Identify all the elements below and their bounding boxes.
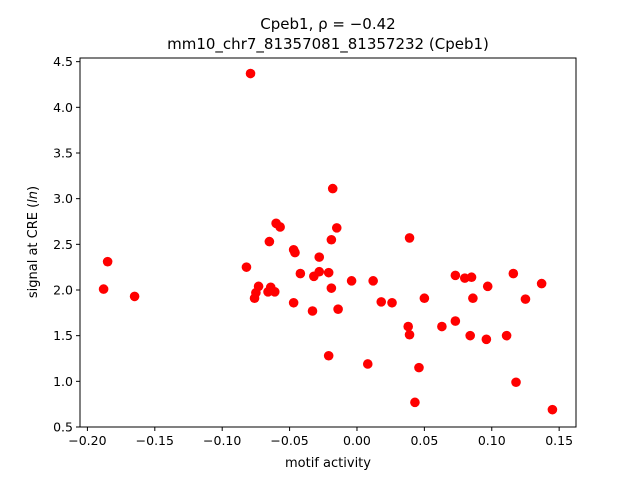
x-axis: −0.20 −0.15 −0.10 −0.05 0.00 0.05 0.10 0.15 <box>68 427 573 448</box>
data-point <box>547 404 558 415</box>
x-tick-label: 0.05 <box>410 433 438 448</box>
data-point <box>314 252 325 262</box>
data-point <box>468 293 478 304</box>
data-point <box>501 330 512 341</box>
data-point <box>368 276 378 286</box>
data-point <box>323 267 334 278</box>
x-tick-label: 0.00 <box>343 433 371 448</box>
y-tick-label: 2.5 <box>53 237 73 252</box>
data-point <box>536 278 547 289</box>
y-axis: 0.5 1.0 1.5 2.0 2.5 3.0 3.5 4.0 4.5 <box>53 54 80 435</box>
data-point <box>450 270 461 281</box>
chart-title-line2: mm10_chr7_81357081_81357232 (Cpeb1) <box>167 35 489 54</box>
x-tick-label: −0.10 <box>203 433 241 448</box>
x-axis-label: motif activity <box>285 456 371 471</box>
data-point <box>323 350 334 361</box>
chart-title-line1: Cpeb1, ρ = −0.42 <box>260 15 395 33</box>
x-tick-label: 0.15 <box>545 433 573 448</box>
y-tick-label: 2.0 <box>53 282 73 297</box>
data-point <box>508 268 519 279</box>
y-tick-label: 4.5 <box>53 54 73 69</box>
data-point <box>482 281 493 292</box>
x-tick-label: −0.05 <box>270 433 308 448</box>
data-point <box>102 256 113 267</box>
data-point <box>241 262 252 272</box>
data-point <box>376 297 387 307</box>
data-point <box>414 362 424 373</box>
y-tick-label: 4.0 <box>53 100 73 115</box>
data-point <box>362 359 373 369</box>
data-point <box>419 293 430 304</box>
data-point <box>520 294 531 304</box>
data-point <box>331 223 342 233</box>
data-point <box>387 297 397 308</box>
data-point <box>314 266 325 277</box>
y-tick-label: 3.5 <box>53 145 73 160</box>
data-point <box>404 329 415 340</box>
data-point <box>245 68 256 79</box>
data-point <box>327 183 338 194</box>
data-point <box>346 276 357 286</box>
data-point <box>295 268 306 279</box>
y-tick-label: 1.0 <box>53 374 73 389</box>
data-point <box>410 397 420 408</box>
y-tick-label: 0.5 <box>53 420 73 435</box>
x-tick-label: −0.20 <box>68 433 106 448</box>
data-point <box>290 247 300 258</box>
data-point <box>511 377 521 388</box>
y-tick-label: 3.0 <box>53 191 73 206</box>
data-point <box>326 283 337 293</box>
data-point <box>333 304 343 314</box>
data-point <box>288 297 299 308</box>
data-point <box>450 316 461 326</box>
data-point <box>264 236 275 247</box>
data-point <box>465 330 475 341</box>
plot-frame <box>79 57 577 428</box>
data-point <box>326 234 337 245</box>
y-axis-label: signal at CRE (ln) <box>26 186 41 298</box>
data-point <box>466 272 477 283</box>
x-tick-label: 0.10 <box>478 433 506 448</box>
data-point <box>403 321 413 332</box>
y-tick-label: 1.5 <box>53 328 73 343</box>
data-point <box>129 291 140 302</box>
data-point <box>307 306 318 316</box>
data-point <box>269 287 280 297</box>
data-points <box>98 68 558 415</box>
data-point <box>253 281 264 292</box>
data-point <box>98 284 109 294</box>
data-point <box>275 222 285 232</box>
data-point <box>437 321 447 332</box>
data-point <box>404 233 415 243</box>
data-point <box>481 334 492 345</box>
x-tick-label: −0.15 <box>136 433 174 448</box>
